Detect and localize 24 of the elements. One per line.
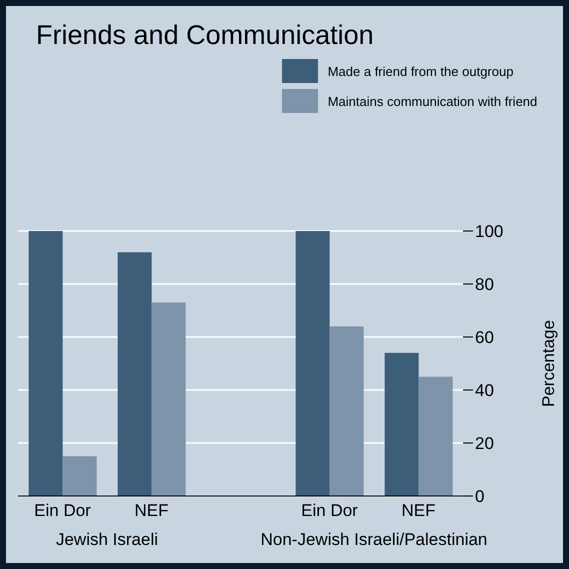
chart-title: Friends and Communication [36,20,374,51]
y-tick-label: 80 [475,275,494,294]
y-tick-label: 20 [475,434,494,454]
bar [296,231,330,496]
text: Non-Jewish Israeli/Palestinian [260,530,488,550]
y-axis-title: Percentage [539,320,558,407]
y-tick-label: 60 [475,328,494,348]
bar [28,231,63,496]
bar [62,456,97,496]
bar [152,302,186,496]
bar [118,252,152,496]
legend-label: Made a friend from the outgroup [328,64,514,78]
x-tick-label: Ein Dor [301,501,358,520]
y-tick-label: 40 [475,381,494,400]
y-tick-label: 0 [475,487,484,506]
x-tick-label: NEF [134,501,168,520]
legend-label: Maintains communication with friend [328,94,538,108]
y-tick-label: 100 [475,222,504,242]
x-tick-label: NEF [402,501,436,520]
x-tick-label: Ein Dor [34,501,92,520]
bar [330,326,364,496]
text: Jewish Israeli [56,530,158,549]
bar [418,376,453,496]
bar [384,352,419,496]
